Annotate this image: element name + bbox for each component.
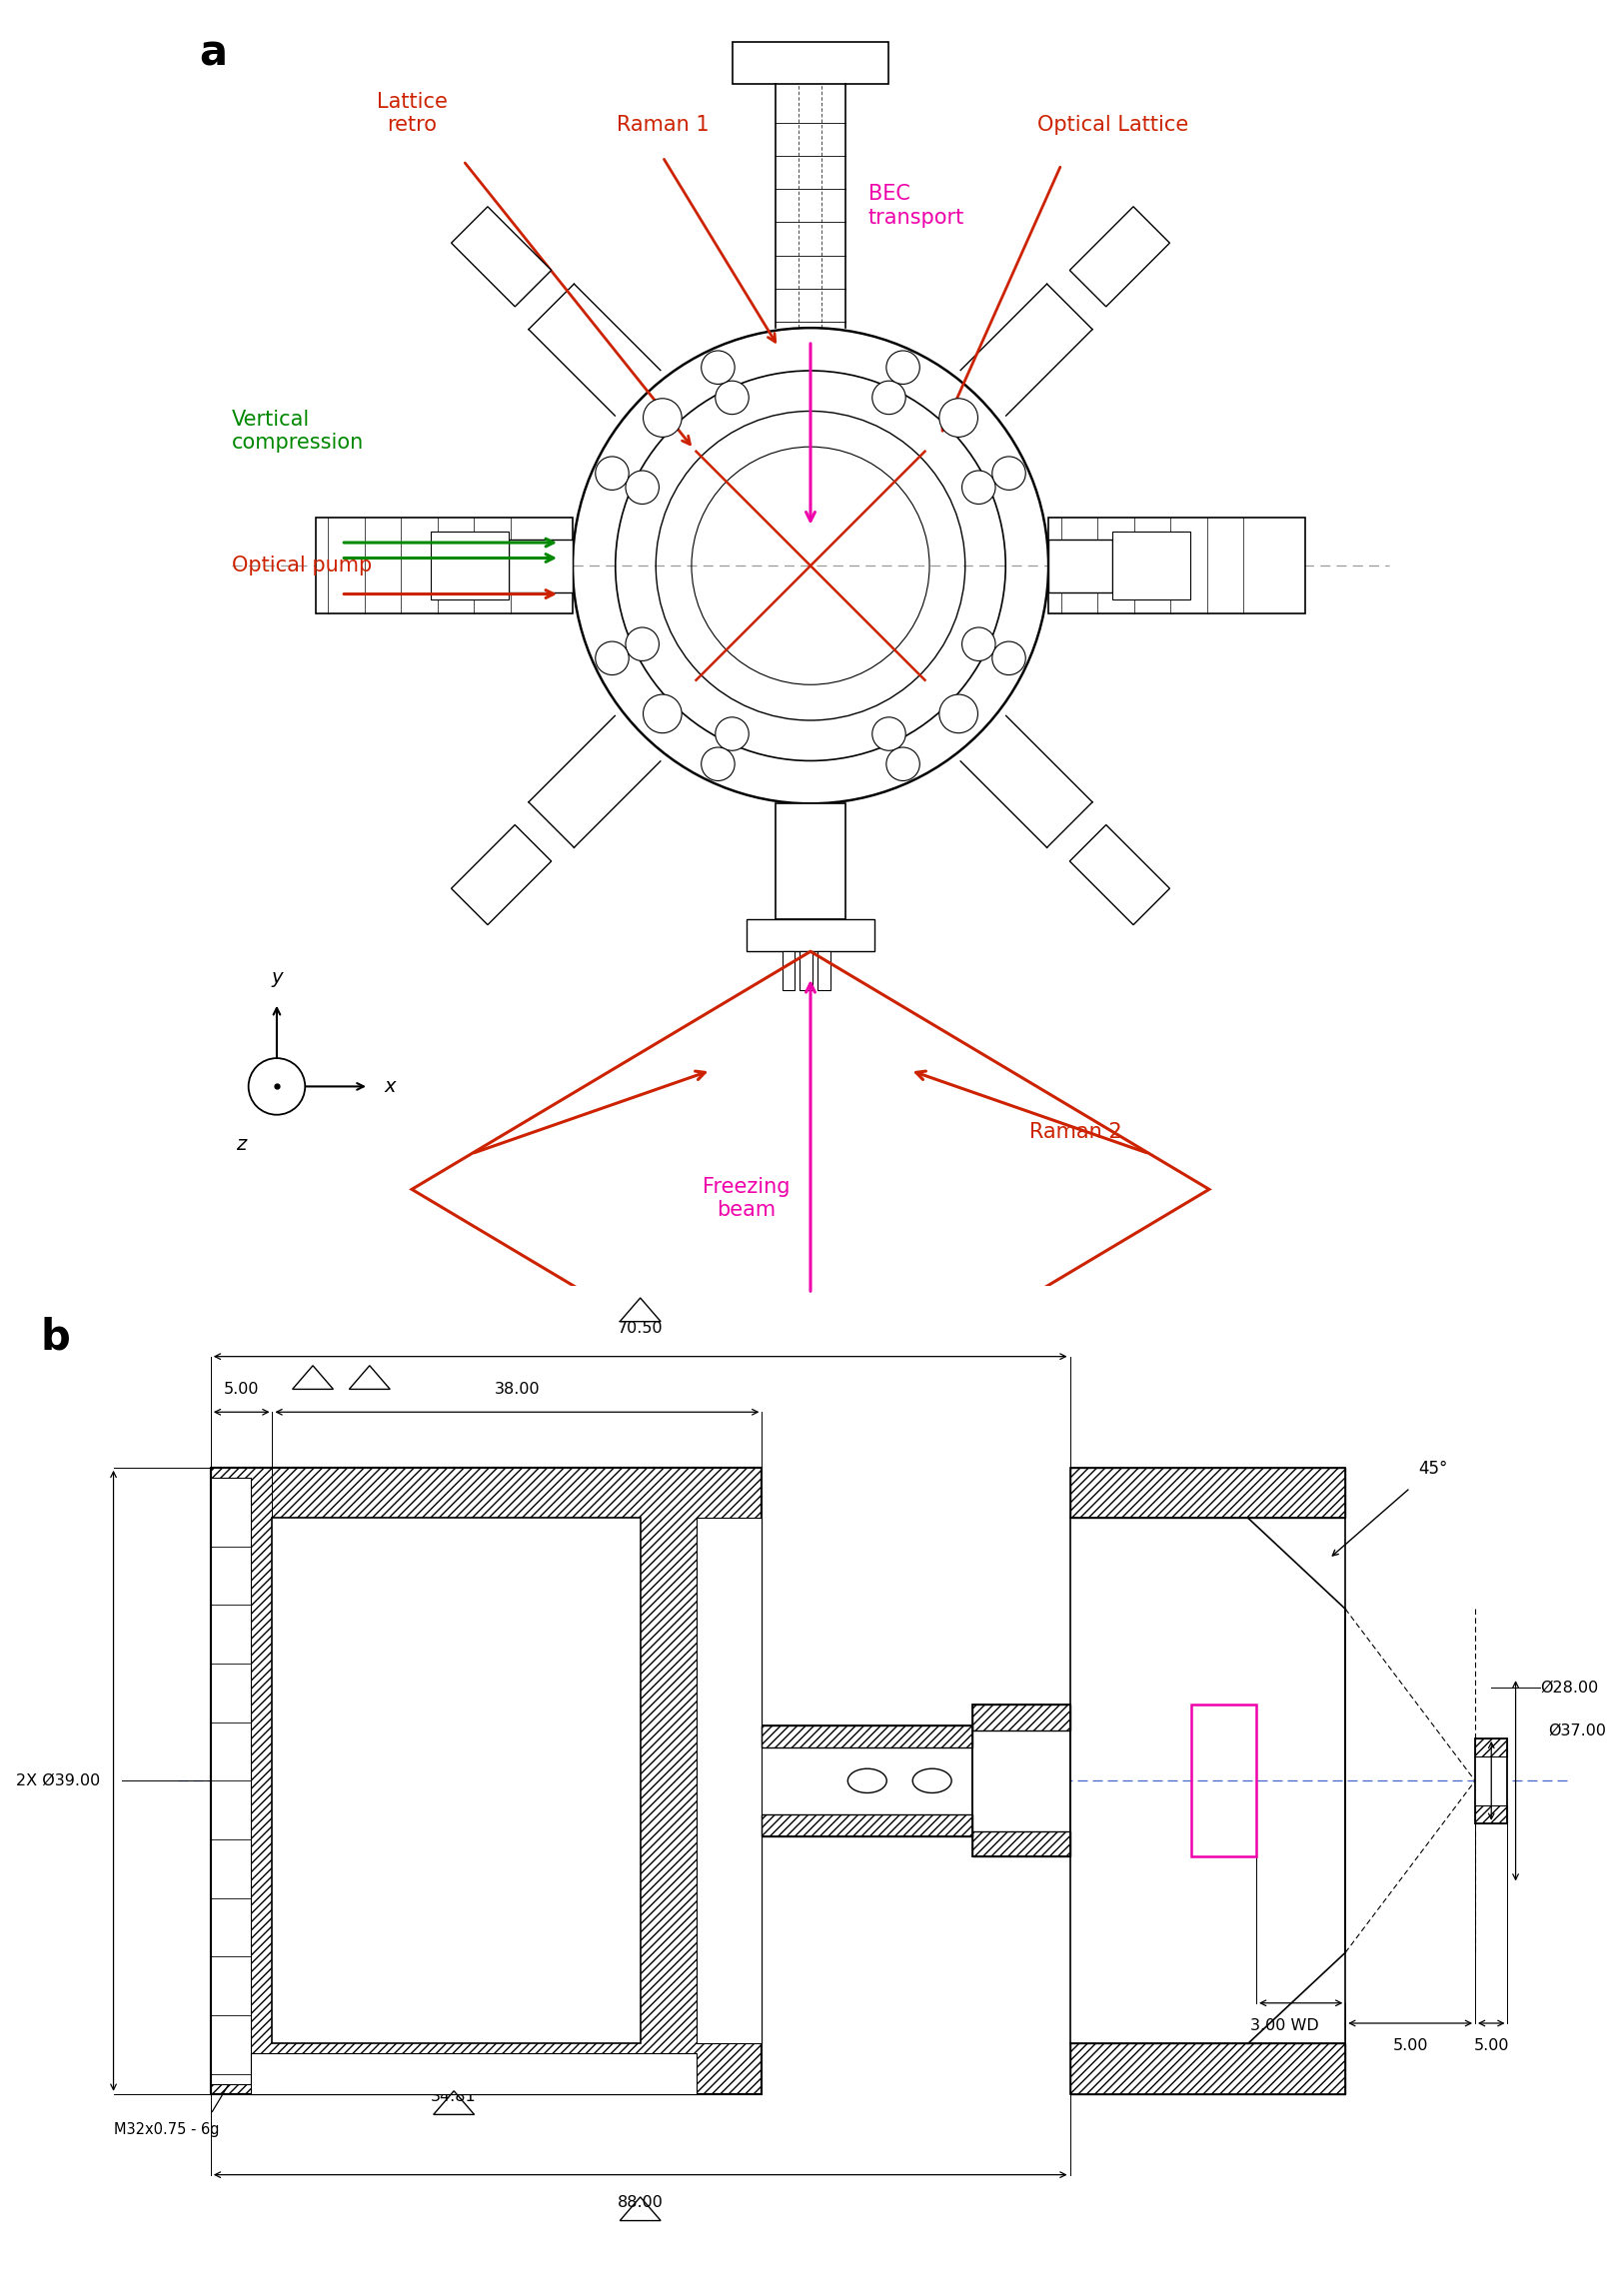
Bar: [1049, 540, 1112, 592]
Circle shape: [626, 627, 660, 661]
Bar: [211, 1479, 251, 2085]
Text: a: a: [199, 32, 227, 73]
Circle shape: [715, 381, 749, 413]
Text: Ø37.00: Ø37.00: [1548, 1722, 1606, 1738]
Text: 34.81: 34.81: [431, 2089, 477, 2103]
Circle shape: [595, 641, 629, 675]
Text: Vertical
compression: Vertical compression: [232, 409, 365, 452]
Bar: [1070, 1467, 1345, 1518]
Bar: [1049, 517, 1305, 613]
Text: Optical pump: Optical pump: [232, 556, 371, 576]
Text: 88.00: 88.00: [618, 2195, 663, 2211]
Polygon shape: [451, 824, 551, 925]
Circle shape: [626, 471, 660, 505]
Polygon shape: [1070, 824, 1170, 925]
Bar: [1070, 1467, 1345, 1518]
Text: x: x: [384, 1077, 396, 1095]
Bar: [1191, 1706, 1256, 1857]
Bar: [316, 517, 572, 613]
Text: 5.00: 5.00: [1473, 2039, 1509, 2053]
Text: z: z: [235, 1134, 246, 1155]
Circle shape: [644, 693, 682, 732]
Text: Optical Lattice: Optical Lattice: [1037, 115, 1188, 135]
Bar: [1112, 533, 1190, 599]
Text: b: b: [41, 1316, 70, 1357]
Bar: [1475, 1805, 1508, 1823]
Circle shape: [872, 716, 906, 751]
Circle shape: [992, 457, 1026, 489]
Circle shape: [595, 457, 629, 489]
Text: Ø28.00: Ø28.00: [1540, 1681, 1598, 1694]
Text: y: y: [271, 969, 282, 987]
Text: 3.00 WD: 3.00 WD: [1250, 2018, 1319, 2034]
Text: 38.00: 38.00: [494, 1382, 540, 1396]
Text: Lattice
retro: Lattice retro: [376, 92, 447, 135]
Text: Freezing
beam: Freezing beam: [702, 1178, 789, 1221]
Bar: [1070, 2043, 1345, 2094]
Bar: [509, 540, 572, 592]
Bar: [762, 1724, 973, 1837]
Bar: [211, 1467, 762, 2094]
Bar: [1475, 1738, 1508, 1823]
Bar: [747, 918, 874, 951]
Circle shape: [961, 471, 995, 505]
Bar: [775, 804, 846, 918]
Bar: [799, 951, 812, 990]
Bar: [762, 1724, 973, 1747]
Polygon shape: [1070, 207, 1170, 308]
Text: 5.00: 5.00: [1392, 2039, 1428, 2053]
Circle shape: [992, 641, 1026, 675]
Circle shape: [961, 627, 995, 661]
Text: Raman 2: Raman 2: [1029, 1123, 1122, 1141]
Circle shape: [887, 748, 919, 781]
Bar: [733, 41, 888, 83]
Circle shape: [939, 400, 977, 436]
Bar: [973, 1706, 1070, 1857]
Text: 70.50: 70.50: [618, 1320, 663, 1336]
Bar: [1070, 2043, 1345, 2094]
Text: BEC
transport: BEC transport: [869, 184, 964, 227]
Circle shape: [702, 748, 734, 781]
Circle shape: [644, 400, 682, 436]
Bar: [211, 1467, 762, 2094]
Bar: [783, 951, 794, 990]
Bar: [762, 1814, 973, 1837]
Text: 5.00: 5.00: [224, 1382, 259, 1396]
Text: M32x0.75 - 6g: M32x0.75 - 6g: [113, 2122, 219, 2138]
Bar: [817, 951, 830, 990]
Circle shape: [248, 1058, 305, 1116]
Circle shape: [715, 716, 749, 751]
Bar: [973, 1706, 1070, 1731]
Polygon shape: [451, 207, 551, 308]
Text: 45°: 45°: [1418, 1460, 1448, 1479]
Circle shape: [887, 351, 919, 383]
Bar: [272, 1518, 640, 2043]
Bar: [1475, 1738, 1508, 1756]
Text: 2X Ø39.00: 2X Ø39.00: [16, 1773, 101, 1789]
Circle shape: [939, 693, 977, 732]
Circle shape: [872, 381, 906, 413]
Bar: [251, 2053, 697, 2094]
Circle shape: [702, 351, 734, 383]
Text: Raman 1: Raman 1: [616, 115, 708, 135]
Bar: [431, 533, 509, 599]
Bar: [973, 1832, 1070, 1857]
Bar: [697, 1518, 762, 2043]
